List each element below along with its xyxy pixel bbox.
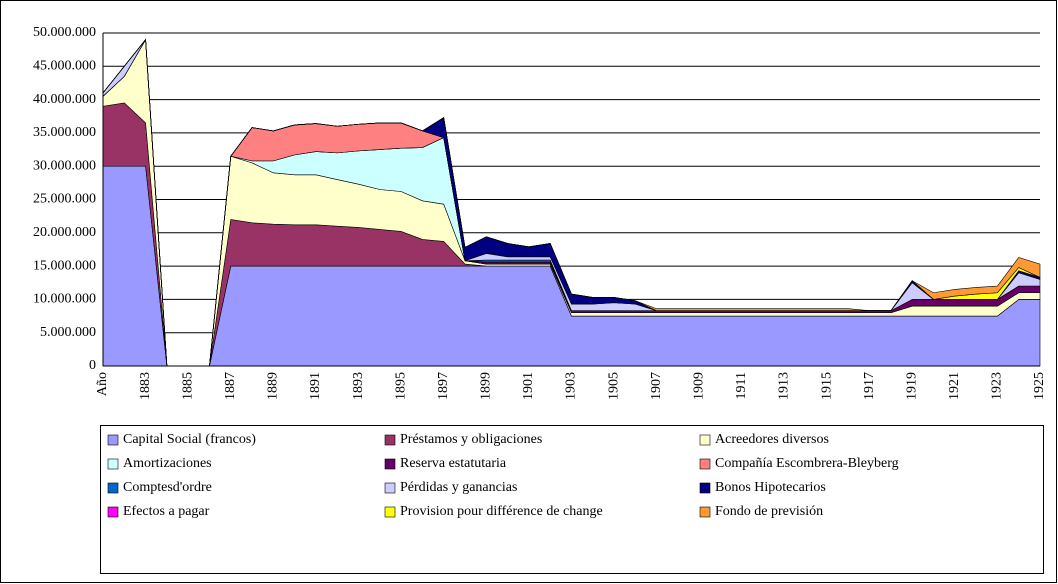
x-tick-label: 1885 <box>180 372 195 400</box>
y-tick-label: 10.000.000 <box>33 292 96 307</box>
legend-swatch <box>699 482 711 494</box>
legend-label: Compañía Escombrera-Bleyberg <box>715 456 899 471</box>
legend-swatch <box>384 482 396 494</box>
x-tick-label: 1889 <box>266 372 281 400</box>
x-tick-label: 1895 <box>393 372 408 400</box>
legend-swatch <box>107 482 119 494</box>
legend-label: Préstamos y obligaciones <box>400 432 542 447</box>
x-tick-label: 1919 <box>904 372 919 400</box>
y-tick-label: 5.000.000 <box>40 325 96 340</box>
legend-swatch <box>107 506 119 518</box>
x-tick-label: 1915 <box>819 372 834 400</box>
x-tick-label: Año <box>95 372 110 396</box>
x-tick-label: 1893 <box>351 372 366 400</box>
legend-swatch <box>384 434 396 446</box>
x-tick-label: 1917 <box>862 372 877 400</box>
y-tick-label: 0 <box>89 358 96 373</box>
legend-label: Comptesd'ordre <box>123 480 212 495</box>
y-tick-label: 35.000.000 <box>33 125 96 140</box>
legend-swatch <box>699 458 711 470</box>
y-tick-label: 20.000.000 <box>33 225 96 240</box>
x-tick-label: 1903 <box>564 372 579 400</box>
legend-swatch <box>384 506 396 518</box>
legend-box <box>100 425 1044 574</box>
legend-label: Efectos a pagar <box>123 504 210 519</box>
x-tick-label: 1921 <box>947 372 962 400</box>
x-tick-label: 1913 <box>777 372 792 400</box>
legend-swatch <box>384 458 396 470</box>
legend-label: Amortizaciones <box>123 456 212 471</box>
x-tick-label: 1907 <box>649 372 664 400</box>
x-tick-label: 1897 <box>436 372 451 400</box>
legend-swatch <box>699 434 711 446</box>
legend-label: Capital Social (francos) <box>123 432 256 447</box>
legend-label: Acreedores diversos <box>715 432 829 447</box>
x-tick-label: 1925 <box>1032 372 1047 400</box>
legend-label: Bonos Hipotecarios <box>715 480 826 495</box>
legend-label: Reserva estatutaria <box>400 456 507 471</box>
area <box>102 38 1041 367</box>
x-tick-label: 1923 <box>990 372 1005 400</box>
x-tick-label: 1901 <box>521 372 536 400</box>
y-tick-label: 30.000.000 <box>33 158 96 173</box>
y-tick-label: 25.000.000 <box>33 192 96 207</box>
x-tick-label: 1883 <box>138 372 153 400</box>
legend-swatch <box>699 506 711 518</box>
x-tick-label: 1899 <box>479 372 494 400</box>
x-tick-label: 1887 <box>223 372 238 400</box>
x-tick-label: 1911 <box>734 372 749 399</box>
x-tick-label: 1891 <box>308 372 323 400</box>
x-tick-label: 1909 <box>691 372 706 400</box>
y-tick-label: 15.000.000 <box>33 258 96 273</box>
y-tick-label: 40.000.000 <box>33 92 96 107</box>
x-tick-label: 1905 <box>606 372 621 400</box>
legend-swatch <box>107 458 119 470</box>
y-tick-label: 45.000.000 <box>33 59 96 74</box>
y-tick-label: 50.000.000 <box>33 25 96 40</box>
legend-swatch <box>107 434 119 446</box>
legend-label: Provision pour différence de change <box>400 504 603 519</box>
legend-label: Fondo de previsión <box>715 504 823 519</box>
legend-label: Pérdidas y ganancias <box>400 480 517 495</box>
